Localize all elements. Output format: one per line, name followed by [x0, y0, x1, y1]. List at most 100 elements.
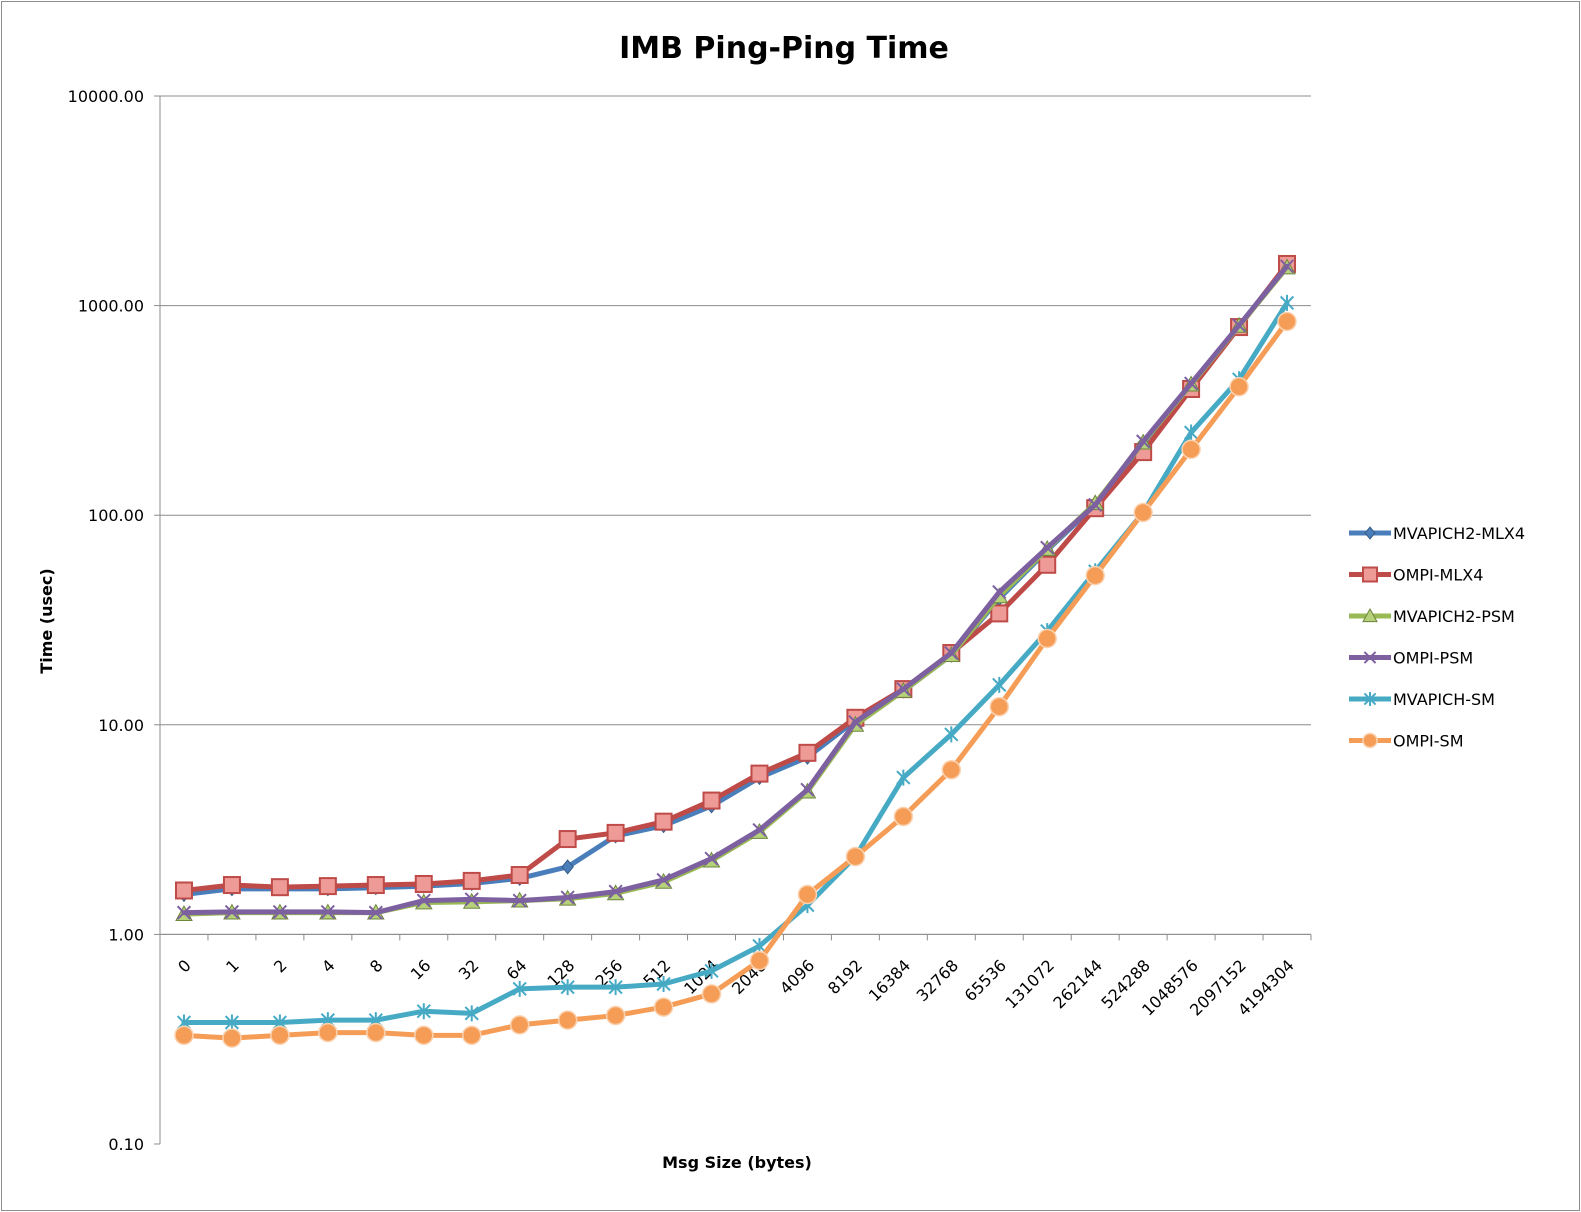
data-point: [224, 1014, 240, 1031]
y-tick-label: 10000.00: [68, 87, 144, 106]
legend-marker: [1362, 607, 1378, 623]
x-tick-label: 1: [222, 956, 243, 977]
data-point: [462, 871, 481, 890]
series-line: [181, 262, 1290, 898]
x-tick-label: 8192: [824, 956, 866, 998]
data-point: [1183, 424, 1199, 441]
chart-title: IMB Ping-Ping Time: [619, 31, 949, 66]
data-point: [1279, 259, 1295, 274]
data-point: [560, 890, 575, 905]
data-point: [464, 1005, 479, 1022]
data-point: [222, 1028, 242, 1048]
data-point: [416, 893, 431, 908]
data-point: [1279, 294, 1295, 311]
data-point: [270, 878, 289, 897]
series-line: [181, 263, 1290, 916]
legend-label: OMPI-SM: [1393, 732, 1464, 751]
data-point: [560, 979, 575, 996]
data-point: [320, 904, 335, 920]
legend-marker: [1363, 651, 1377, 664]
x-tick-label: 32: [455, 956, 483, 984]
data-point: [1229, 377, 1249, 397]
data-point: [944, 645, 959, 661]
legend-marker: [1362, 566, 1378, 583]
data-point: [896, 769, 911, 786]
data-point: [510, 866, 529, 885]
series-mvapich-sm: [176, 294, 1295, 1031]
x-tick-label: 16384: [865, 956, 914, 1005]
data-point: [800, 782, 815, 797]
legend-marker: [1364, 526, 1376, 540]
y-tick-label: 100.00: [88, 506, 144, 525]
x-tick-label: 8: [366, 956, 387, 977]
data-point: [512, 980, 527, 997]
data-point: [1136, 434, 1151, 449]
legend-marker: [1363, 692, 1377, 706]
x-tick-label: 2: [270, 956, 291, 977]
data-point: [509, 1015, 530, 1035]
data-point: [366, 876, 385, 895]
data-point: [893, 806, 914, 827]
data-point: [366, 1022, 386, 1043]
legend: MVAPICH2-MLX4 OMPI-MLX4 MVAPICH2-PSM OMPI-P…: [1349, 524, 1525, 751]
data-point: [944, 726, 959, 743]
legend-item: MVAPICH2-PSM: [1349, 607, 1515, 626]
data-point: [1040, 540, 1055, 555]
data-point: [797, 884, 818, 905]
y-tick-label: 10.00: [98, 716, 144, 735]
series-line: [181, 318, 1290, 1041]
series-ompi-mlx4: [174, 254, 1297, 900]
legend-item: MVAPICH-SM: [1349, 690, 1495, 709]
x-axis-title: Msg Size (bytes): [662, 1153, 812, 1172]
y-tick-label: 1.00: [108, 925, 144, 944]
data-point: [989, 696, 1010, 717]
data-point: [701, 984, 722, 1004]
data-point: [845, 846, 866, 867]
x-tick-label: 64: [503, 956, 531, 984]
data-point: [606, 823, 625, 842]
x-tick-label: 16: [407, 956, 435, 984]
data-point: [1277, 311, 1297, 332]
data-point: [224, 904, 240, 920]
data-point: [416, 1003, 431, 1020]
data-point: [605, 1005, 626, 1026]
legend-item: OMPI-PSM: [1349, 649, 1473, 668]
data-point: [798, 743, 817, 762]
data-point: [512, 893, 527, 908]
data-point: [1181, 439, 1201, 460]
data-point: [656, 872, 671, 887]
legend-label: OMPI-MLX4: [1393, 566, 1483, 585]
series-group: [174, 254, 1297, 1048]
data-point: [318, 1022, 338, 1043]
data-point: [318, 877, 337, 896]
x-tick-label: 4: [318, 956, 339, 977]
data-point: [1085, 565, 1105, 586]
data-point: [1038, 555, 1057, 574]
legend-item: MVAPICH2-MLX4: [1349, 524, 1525, 543]
data-point: [222, 876, 241, 895]
y-axis-title: Time (usec): [37, 568, 56, 673]
data-point: [656, 975, 671, 992]
x-tick-label: 131072: [1001, 956, 1058, 1013]
data-point: [557, 1010, 578, 1030]
data-point: [176, 905, 192, 920]
data-point: [654, 812, 673, 831]
x-tick-label: 262144: [1049, 956, 1106, 1013]
legend-label: MVAPICH2-MLX4: [1393, 524, 1525, 543]
x-tick-label: 32768: [913, 956, 962, 1005]
data-point: [272, 904, 288, 920]
x-tick-label: 0: [174, 956, 195, 977]
data-point: [1133, 502, 1153, 523]
legend-item: OMPI-SM: [1349, 732, 1464, 751]
data-point: [558, 830, 577, 849]
data-point: [704, 851, 719, 866]
x-tick-label: 4096: [776, 956, 818, 998]
data-point: [1037, 628, 1057, 649]
data-point: [704, 962, 719, 979]
data-point: [992, 676, 1007, 693]
data-point: [368, 905, 383, 920]
data-point: [414, 1025, 434, 1046]
data-point: [750, 764, 769, 783]
